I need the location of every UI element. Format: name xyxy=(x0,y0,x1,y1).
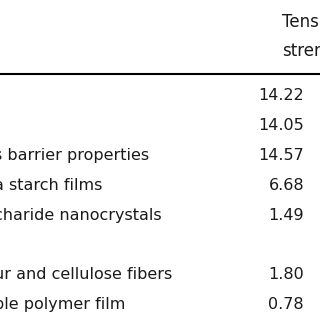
Text: a starch films: a starch films xyxy=(0,178,102,193)
Text: Tensile: Tensile xyxy=(282,13,320,31)
Text: 14.05: 14.05 xyxy=(258,118,304,133)
Text: charide nanocrystals: charide nanocrystals xyxy=(0,208,161,222)
Text: strength: strength xyxy=(282,42,320,60)
Text: s barrier properties: s barrier properties xyxy=(0,148,149,163)
Text: 14.57: 14.57 xyxy=(258,148,304,163)
Text: 14.22: 14.22 xyxy=(258,89,304,103)
Text: ble polymer film: ble polymer film xyxy=(0,297,125,312)
Text: 6.68: 6.68 xyxy=(268,178,304,193)
Text: ur and cellulose fibers: ur and cellulose fibers xyxy=(0,267,172,282)
Text: 1.80: 1.80 xyxy=(268,267,304,282)
Text: 0.78: 0.78 xyxy=(268,297,304,312)
Text: 1.49: 1.49 xyxy=(268,208,304,222)
